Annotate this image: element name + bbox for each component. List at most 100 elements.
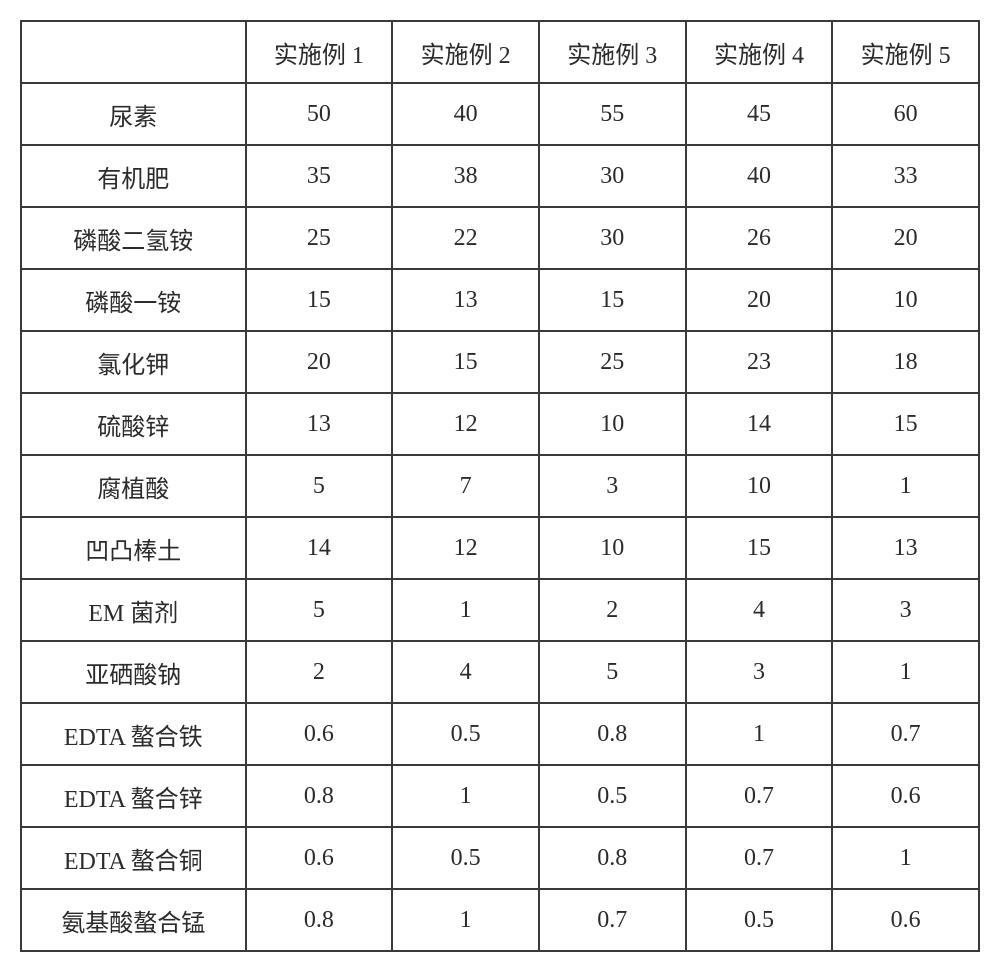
table-cell: 10 <box>539 393 686 455</box>
table-row: EM 菌剂 5 1 2 4 3 <box>21 579 979 641</box>
table-cell: 23 <box>686 331 833 393</box>
table-cell: 20 <box>246 331 393 393</box>
table-cell: 50 <box>246 83 393 145</box>
table-row: 磷酸二氢铵 25 22 30 26 20 <box>21 207 979 269</box>
table-row: EDTA 螯合铜 0.6 0.5 0.8 0.7 1 <box>21 827 979 889</box>
table-row: 尿素 50 40 55 45 60 <box>21 83 979 145</box>
table-cell: 25 <box>539 331 686 393</box>
row-label: 腐植酸 <box>21 455 246 517</box>
column-header: 实施例 4 <box>686 21 833 83</box>
table-cell: 0.5 <box>539 765 686 827</box>
table-cell: 20 <box>686 269 833 331</box>
table-cell: 2 <box>539 579 686 641</box>
table-cell: 15 <box>392 331 539 393</box>
table-cell: 1 <box>686 703 833 765</box>
table-row: 腐植酸 5 7 3 10 1 <box>21 455 979 517</box>
table-row: 氯化钾 20 15 25 23 18 <box>21 331 979 393</box>
table-cell: 12 <box>392 517 539 579</box>
table-cell: 0.7 <box>832 703 979 765</box>
empty-corner-cell <box>21 21 246 83</box>
table-cell: 20 <box>832 207 979 269</box>
table-cell: 10 <box>832 269 979 331</box>
table-cell: 30 <box>539 145 686 207</box>
table-cell: 14 <box>246 517 393 579</box>
row-label: 亚硒酸钠 <box>21 641 246 703</box>
table-row: 氨基酸螯合锰 0.8 1 0.7 0.5 0.6 <box>21 889 979 951</box>
table-cell: 1 <box>832 455 979 517</box>
table-cell: 45 <box>686 83 833 145</box>
table-cell: 13 <box>246 393 393 455</box>
table-cell: 0.7 <box>539 889 686 951</box>
table-cell: 0.7 <box>686 827 833 889</box>
table-cell: 40 <box>686 145 833 207</box>
table-row: EDTA 螯合锌 0.8 1 0.5 0.7 0.6 <box>21 765 979 827</box>
column-header: 实施例 5 <box>832 21 979 83</box>
table-cell: 38 <box>392 145 539 207</box>
row-label: EM 菌剂 <box>21 579 246 641</box>
row-label: 凹凸棒土 <box>21 517 246 579</box>
table-cell: 1 <box>832 827 979 889</box>
table-cell: 5 <box>246 455 393 517</box>
table-cell: 12 <box>392 393 539 455</box>
table-cell: 22 <box>392 207 539 269</box>
table-cell: 13 <box>832 517 979 579</box>
table-cell: 1 <box>392 765 539 827</box>
table-cell: 0.6 <box>246 703 393 765</box>
column-header: 实施例 2 <box>392 21 539 83</box>
row-label: 磷酸一铵 <box>21 269 246 331</box>
table-row: 硫酸锌 13 12 10 14 15 <box>21 393 979 455</box>
table-cell: 55 <box>539 83 686 145</box>
composition-table: 实施例 1 实施例 2 实施例 3 实施例 4 实施例 5 尿素 50 40 5… <box>20 20 980 952</box>
table-cell: 0.5 <box>686 889 833 951</box>
table-cell: 10 <box>539 517 686 579</box>
table-row: 有机肥 35 38 30 40 33 <box>21 145 979 207</box>
table-cell: 5 <box>539 641 686 703</box>
row-label: 氯化钾 <box>21 331 246 393</box>
column-header: 实施例 1 <box>246 21 393 83</box>
column-header: 实施例 3 <box>539 21 686 83</box>
table-cell: 0.8 <box>246 765 393 827</box>
table-cell: 40 <box>392 83 539 145</box>
table-cell: 26 <box>686 207 833 269</box>
table-cell: 25 <box>246 207 393 269</box>
row-label: 氨基酸螯合锰 <box>21 889 246 951</box>
row-label: 有机肥 <box>21 145 246 207</box>
table-cell: 15 <box>539 269 686 331</box>
table-cell: 33 <box>832 145 979 207</box>
table-cell: 1 <box>392 889 539 951</box>
table-row: EDTA 螯合铁 0.6 0.5 0.8 1 0.7 <box>21 703 979 765</box>
table-header-row: 实施例 1 实施例 2 实施例 3 实施例 4 实施例 5 <box>21 21 979 83</box>
table-cell: 60 <box>832 83 979 145</box>
row-label: EDTA 螯合锌 <box>21 765 246 827</box>
table-cell: 3 <box>832 579 979 641</box>
table-cell: 0.5 <box>392 703 539 765</box>
table-cell: 13 <box>392 269 539 331</box>
row-label: EDTA 螯合铜 <box>21 827 246 889</box>
table-cell: 15 <box>686 517 833 579</box>
table-cell: 14 <box>686 393 833 455</box>
table-cell: 18 <box>832 331 979 393</box>
table-row: 凹凸棒土 14 12 10 15 13 <box>21 517 979 579</box>
row-label: 尿素 <box>21 83 246 145</box>
row-label: EDTA 螯合铁 <box>21 703 246 765</box>
table-cell: 4 <box>686 579 833 641</box>
table-cell: 15 <box>832 393 979 455</box>
table-cell: 0.8 <box>539 703 686 765</box>
table-cell: 3 <box>539 455 686 517</box>
table-row: 磷酸一铵 15 13 15 20 10 <box>21 269 979 331</box>
table-cell: 0.6 <box>832 765 979 827</box>
table-cell: 1 <box>392 579 539 641</box>
table-cell: 30 <box>539 207 686 269</box>
row-label: 磷酸二氢铵 <box>21 207 246 269</box>
table-body: 尿素 50 40 55 45 60 有机肥 35 38 30 40 33 磷酸二… <box>21 83 979 951</box>
row-label: 硫酸锌 <box>21 393 246 455</box>
table-cell: 0.6 <box>246 827 393 889</box>
table-cell: 0.7 <box>686 765 833 827</box>
table-cell: 1 <box>832 641 979 703</box>
table-cell: 3 <box>686 641 833 703</box>
table-cell: 0.5 <box>392 827 539 889</box>
table-cell: 7 <box>392 455 539 517</box>
table-cell: 0.6 <box>832 889 979 951</box>
table-row: 亚硒酸钠 2 4 5 3 1 <box>21 641 979 703</box>
table-cell: 5 <box>246 579 393 641</box>
